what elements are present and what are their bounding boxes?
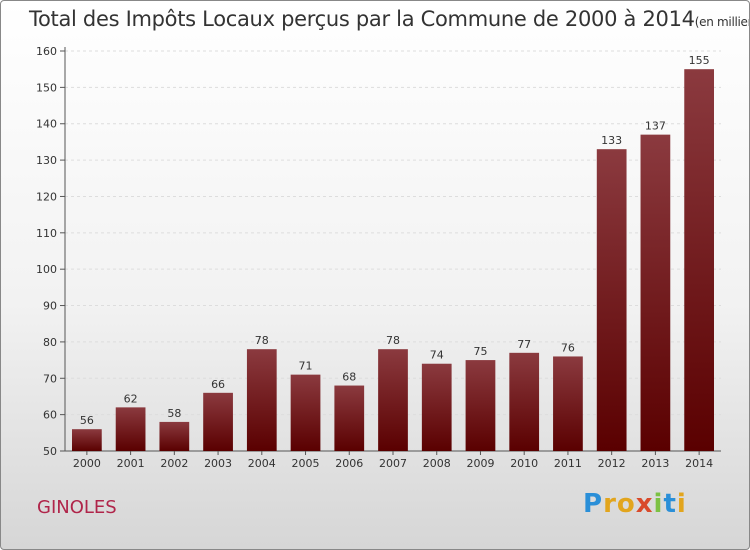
bar-2013 xyxy=(640,134,671,452)
bar-2014 xyxy=(684,69,715,451)
title-text: Total des Impôts Locaux perçus par la Co… xyxy=(29,7,695,31)
bar-value-label: 137 xyxy=(645,120,666,133)
bar-value-label: 77 xyxy=(517,338,531,351)
x-tick-label: 2002 xyxy=(160,457,188,470)
x-axis-ticks: 2000 2001 2002 2003 2004 2005 2006 2007 2008 2009… xyxy=(73,451,713,470)
bar-2010 xyxy=(509,352,540,451)
proxiti-logo: Proxiti xyxy=(583,489,687,519)
y-tick-label: 120 xyxy=(36,190,57,203)
bar-2003 xyxy=(203,392,233,451)
x-tick-label: 2006 xyxy=(335,457,363,470)
x-tick-label: 2009 xyxy=(466,457,494,470)
bar-value-label: 155 xyxy=(689,54,710,67)
y-tick-label: 130 xyxy=(36,154,57,167)
bar-2004 xyxy=(246,349,277,451)
x-tick-label: 2007 xyxy=(379,457,407,470)
bar-2007 xyxy=(378,349,408,451)
bar-value-label: 66 xyxy=(211,378,225,391)
bar-2006 xyxy=(334,385,365,451)
x-tick-label: 2000 xyxy=(73,457,101,470)
bar-value-label: 74 xyxy=(430,349,444,362)
chart-title: Total des Impôts Locaux perçus par la Co… xyxy=(29,7,749,31)
bar-value-label: 75 xyxy=(473,345,487,358)
bar-2001 xyxy=(115,407,146,451)
bar-value-label: 133 xyxy=(601,134,622,147)
bar-2009 xyxy=(465,360,496,451)
bar-2011 xyxy=(553,356,583,451)
bar-value-label: 78 xyxy=(386,334,400,347)
y-tick-label: 70 xyxy=(43,372,57,385)
bar-value-label: 78 xyxy=(255,334,269,347)
bars: 56 62 58 66 78 71 68 78 74 75 77 76 133 137 155 xyxy=(71,54,715,452)
bar-2012 xyxy=(596,149,627,451)
x-tick-label: 2014 xyxy=(685,457,713,470)
bar-value-label: 76 xyxy=(561,341,575,354)
y-tick-label: 60 xyxy=(43,409,57,422)
x-tick-label: 2010 xyxy=(510,457,538,470)
bar-2008 xyxy=(421,363,452,451)
y-tick-label: 140 xyxy=(36,118,57,131)
x-tick-label: 2003 xyxy=(204,457,232,470)
x-tick-label: 2005 xyxy=(292,457,320,470)
bar-value-label: 58 xyxy=(167,407,181,420)
x-tick-label: 2013 xyxy=(641,457,669,470)
y-tick-label: 160 xyxy=(36,45,57,58)
unit-label: (en milliers d'€) xyxy=(694,15,749,29)
x-tick-label: 2004 xyxy=(248,457,276,470)
y-tick-label: 50 xyxy=(43,445,57,458)
commune-name: GINOLES xyxy=(37,497,117,518)
bar-2005 xyxy=(290,374,321,451)
x-tick-label: 2001 xyxy=(117,457,145,470)
bar-2002 xyxy=(159,421,190,451)
bar-value-label: 68 xyxy=(342,371,356,384)
y-tick-label: 150 xyxy=(36,81,57,94)
bar-2000 xyxy=(71,429,102,451)
x-tick-label: 2012 xyxy=(598,457,626,470)
y-tick-label: 100 xyxy=(36,263,57,276)
x-tick-label: 2011 xyxy=(554,457,582,470)
y-axis-ticks: 50 60 70 80 90 100 110 120 130 140 150 160 xyxy=(36,45,65,458)
x-tick-label: 2008 xyxy=(423,457,451,470)
y-tick-label: 90 xyxy=(43,300,57,313)
y-tick-label: 110 xyxy=(36,227,57,240)
bar-value-label: 62 xyxy=(124,392,138,405)
bar-value-label: 71 xyxy=(299,360,313,373)
y-tick-label: 80 xyxy=(43,336,57,349)
bar-value-label: 56 xyxy=(80,414,94,427)
